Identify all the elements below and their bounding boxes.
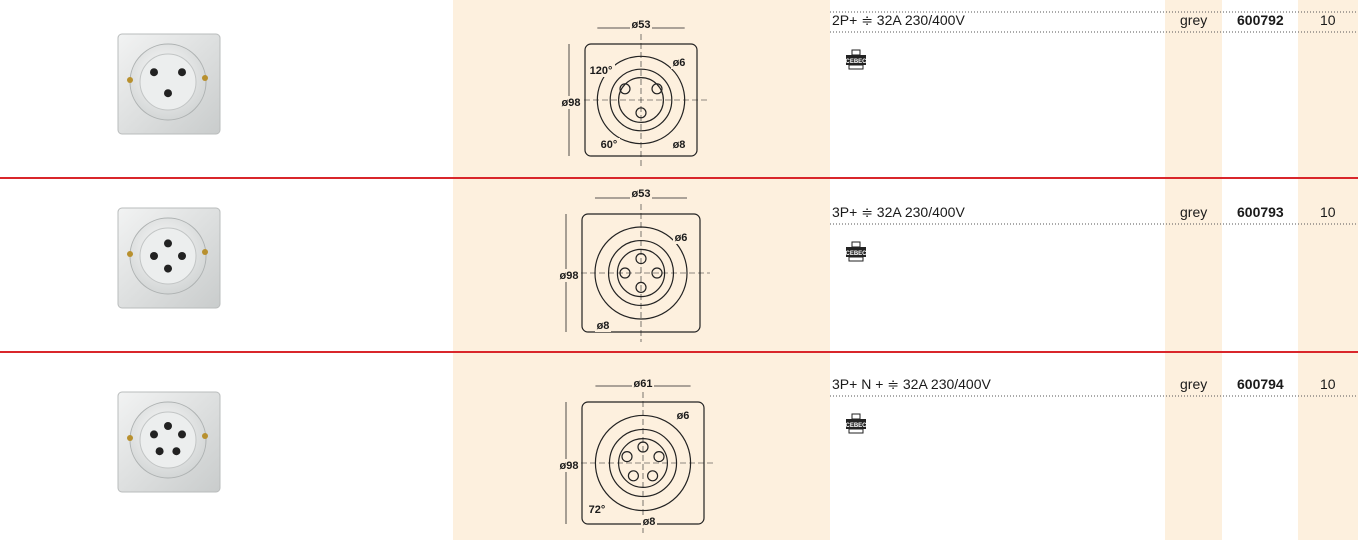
pin-hole (150, 68, 158, 77)
logo-box (846, 419, 866, 429)
color: grey (1180, 376, 1207, 392)
cebec-logo: CEBEC (845, 413, 867, 434)
dimension-label: ø8 (673, 139, 686, 151)
label-bg (671, 56, 687, 69)
logo-text: CEBEC (845, 59, 867, 65)
diagram-pin (646, 470, 659, 482)
logo-foot (848, 64, 864, 70)
label-bg (673, 231, 689, 244)
diagram-pin (621, 451, 633, 463)
dimension-diagram (565, 385, 714, 534)
screw (127, 435, 133, 441)
diagram-pin (635, 281, 647, 293)
dimension-diagram (565, 197, 710, 342)
logo-text: CEBEC (845, 423, 867, 429)
socket-ring (139, 227, 197, 285)
label-bg (558, 459, 580, 472)
diagram-pin (653, 451, 665, 463)
code: 600794 (1237, 376, 1284, 392)
dimension-label: ø8 (643, 516, 656, 528)
label-bg (558, 269, 580, 282)
dimension-label: ø61 (634, 378, 653, 390)
screw (127, 251, 133, 257)
logo-foot (848, 428, 864, 434)
pin-hole (164, 264, 172, 273)
label-bg (675, 409, 691, 422)
logo-cap (851, 413, 861, 420)
dimension-label: ø53 (632, 19, 651, 31)
diagram-circle (617, 76, 664, 123)
product-photo (117, 33, 221, 135)
label-bg (587, 64, 615, 77)
diagram-pin (627, 470, 640, 482)
qty: 10 (1320, 12, 1336, 28)
diagram-circle (609, 68, 673, 132)
pin-hole (178, 430, 186, 439)
cebec-logo: CEBEC (845, 49, 867, 70)
color-column (1165, 0, 1222, 540)
dimension-label: ø6 (673, 57, 686, 69)
code: 600792 (1237, 12, 1284, 28)
diagram-column (453, 0, 830, 540)
code: 600793 (1237, 204, 1284, 220)
label-bg (595, 319, 611, 332)
qty: 10 (1320, 204, 1336, 220)
dimension-label: 72° (589, 504, 606, 516)
diagram-pin (651, 83, 663, 95)
diagram-pin (619, 83, 631, 95)
screw (202, 249, 208, 255)
spec: 3P+ ≑ 32A 230/400V (832, 204, 965, 220)
spec: 2P+ ≑ 32A 230/400V (832, 12, 965, 28)
label-bg (671, 138, 687, 151)
pin-hole (150, 252, 158, 260)
spec: 3P+ N + ≑ 32A 230/400V (832, 376, 992, 392)
color: grey (1180, 204, 1207, 220)
socket-ring (139, 411, 197, 469)
qty: 10 (1320, 376, 1336, 392)
pin-hole (178, 252, 186, 260)
dimension-label: ø53 (632, 188, 651, 200)
label-bg (632, 377, 654, 390)
pin-hole (150, 430, 158, 439)
dimension-label: ø98 (562, 97, 581, 109)
dimension-label: ø8 (597, 320, 610, 332)
product-photo (117, 391, 221, 493)
label-bg (641, 515, 657, 528)
screw (202, 433, 208, 439)
pin-hole (164, 239, 172, 248)
color: grey (1180, 12, 1207, 28)
label-bg (586, 503, 608, 516)
label-bg (630, 18, 652, 31)
logo-box (846, 247, 866, 257)
pin-hole (164, 422, 172, 430)
pin-hole (178, 68, 186, 77)
socket-ring (139, 53, 197, 111)
pin-hole (164, 89, 172, 98)
label-bg (630, 187, 652, 200)
logo-box (846, 55, 866, 65)
screw (127, 77, 133, 83)
logo-cap (851, 241, 861, 248)
pin-hole (172, 447, 181, 456)
dimension-label: ø98 (560, 460, 579, 472)
dimension-label: ø98 (560, 270, 579, 282)
label-bg (560, 96, 582, 109)
dimension-diagram (568, 27, 707, 166)
dimension-label: ø6 (677, 410, 690, 422)
screw (202, 75, 208, 81)
qty-column (1298, 0, 1358, 540)
logo-cap (851, 49, 861, 56)
label-bg (598, 138, 620, 151)
logo-foot (848, 256, 864, 262)
product-photo (117, 207, 221, 309)
dimension-label: ø6 (675, 232, 688, 244)
dimension-label: 120° (590, 65, 613, 77)
dimension-label: 60° (601, 139, 618, 151)
cebec-logo: CEBEC (845, 241, 867, 262)
pin-hole (155, 447, 164, 456)
logo-text: CEBEC (845, 251, 867, 257)
